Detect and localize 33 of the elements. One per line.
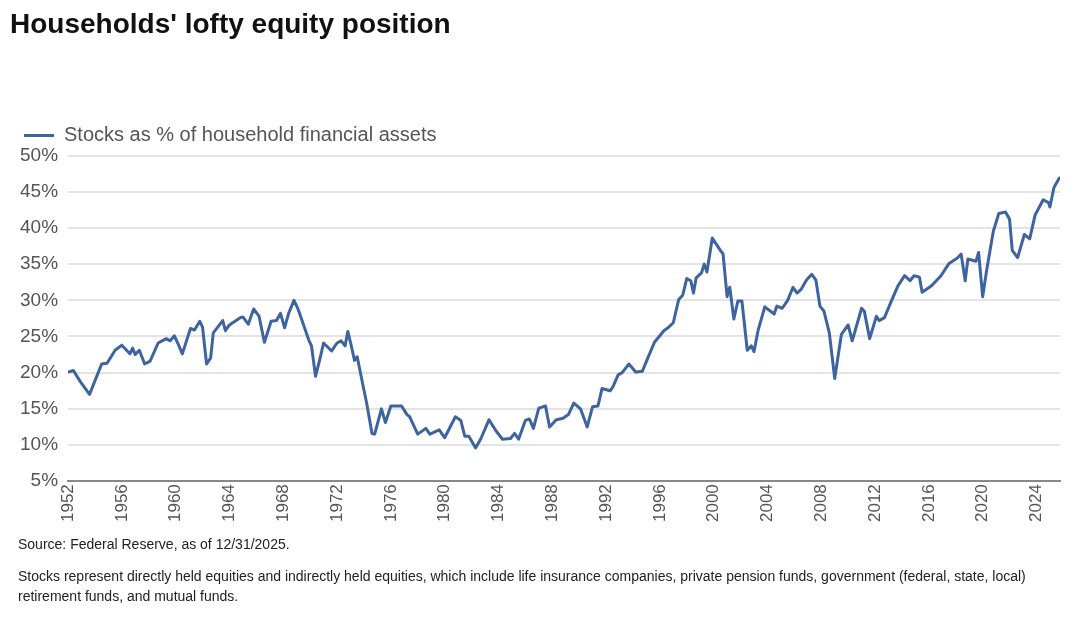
x-tick-label: 2000 bbox=[703, 484, 723, 523]
x-tick-label: 2016 bbox=[918, 484, 938, 523]
chart-title: Households' lofty equity position bbox=[10, 7, 451, 39]
x-tick-label: 1992 bbox=[595, 484, 615, 523]
x-tick-label: 1988 bbox=[541, 484, 561, 523]
text: Stocks represent directly held equities and indirectly held equities, which include life insurance companies, private pension funds, government (federal, state, local) retirement funds, and mutual funds. bbox=[18, 567, 1026, 604]
x-tick-label: 1976 bbox=[380, 484, 400, 523]
x-tick-label: 1956 bbox=[111, 484, 131, 523]
x-tick-label: 1996 bbox=[649, 484, 669, 523]
x-tick-label: 1968 bbox=[272, 484, 292, 523]
x-tick-label: 2012 bbox=[864, 484, 884, 523]
x-tick-label: 1952 bbox=[57, 484, 77, 523]
y-tick-label: 45% bbox=[20, 180, 59, 202]
x-tick-label: 1964 bbox=[219, 484, 239, 523]
x-tick-label: 1980 bbox=[434, 484, 454, 523]
y-tick-label: 35% bbox=[20, 252, 59, 274]
source-note: Source: Federal Reserve, as of 12/31/2025. bbox=[18, 535, 290, 552]
x-tick-label: 2008 bbox=[810, 484, 830, 523]
y-tick-label: 25% bbox=[20, 324, 59, 346]
y-tick-label: 40% bbox=[20, 216, 59, 238]
x-tick-label: 2024 bbox=[1026, 484, 1046, 523]
x-tick-label: 2020 bbox=[972, 484, 992, 523]
legend-label: Stocks as % of household financial assets bbox=[64, 123, 437, 146]
x-tick-label: 1972 bbox=[326, 484, 346, 523]
x-tick-label: 1984 bbox=[488, 484, 508, 523]
y-tick-label: 10% bbox=[20, 433, 59, 455]
y-tick-label: 30% bbox=[20, 288, 59, 310]
y-tick-label: 15% bbox=[20, 397, 59, 419]
y-tick-label: 20% bbox=[20, 360, 59, 382]
x-tick-label: 2004 bbox=[757, 484, 777, 523]
y-tick-label: 50% bbox=[20, 143, 59, 165]
x-tick-label: 1960 bbox=[165, 484, 185, 523]
y-tick-label: 5% bbox=[30, 469, 59, 491]
